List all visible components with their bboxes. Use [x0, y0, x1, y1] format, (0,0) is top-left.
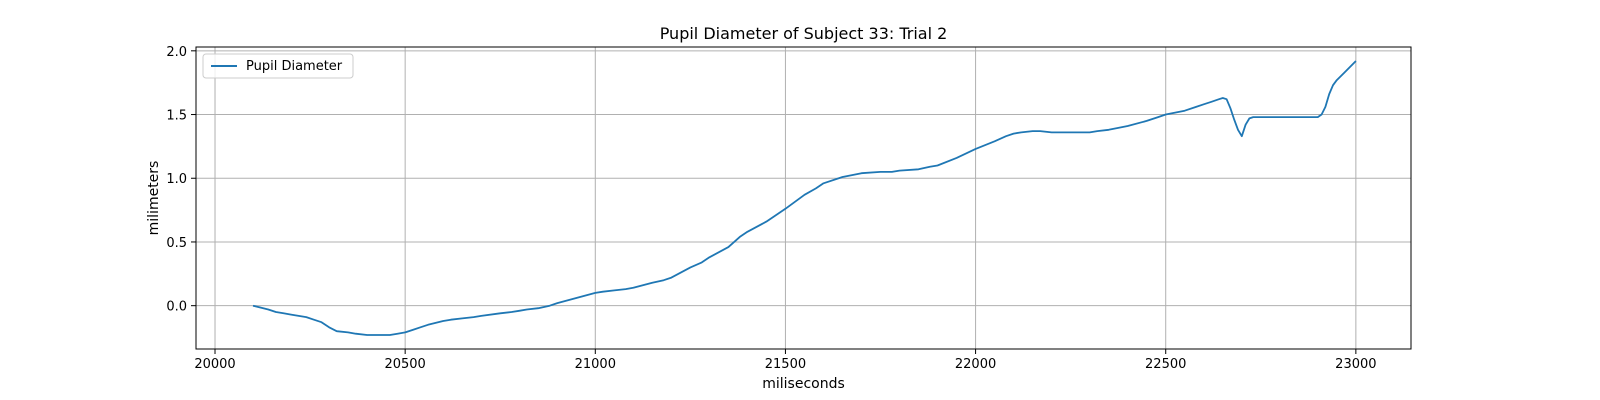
y-tick-label: 1.5	[166, 109, 187, 124]
legend: Pupil Diameter	[202, 53, 354, 79]
x-tick-label: 22500	[1145, 357, 1186, 372]
line-layer	[252, 60, 1357, 336]
x-axis-label: miliseconds	[762, 376, 845, 392]
x-tick-label: 21500	[765, 357, 806, 372]
x-tick-label: 23000	[1335, 357, 1376, 372]
x-tick-label: 20000	[194, 357, 235, 372]
tick-layer: 20000 20500 21000 21500 22000 22500 23000 0.0 0.…	[166, 45, 1376, 372]
legend-label: Pupil Diameter	[246, 59, 343, 74]
chart-title: Pupil Diameter of Subject 33: Trial 2	[660, 24, 948, 43]
series-line-pupil-diameter	[252, 60, 1357, 336]
grid-layer	[196, 47, 1411, 349]
legend-box	[202, 53, 354, 79]
x-tick-label: 21000	[575, 357, 616, 372]
y-tick-label: 0.5	[166, 236, 187, 251]
y-tick-label: 2.0	[166, 45, 187, 60]
x-tick-label: 22000	[955, 357, 996, 372]
y-axis-label: milimeters	[146, 161, 162, 236]
plot-frame	[195, 46, 1412, 350]
y-tick-label: 0.0	[166, 300, 187, 315]
y-tick-label: 1.0	[166, 172, 187, 187]
x-tick-label: 20500	[384, 357, 425, 372]
